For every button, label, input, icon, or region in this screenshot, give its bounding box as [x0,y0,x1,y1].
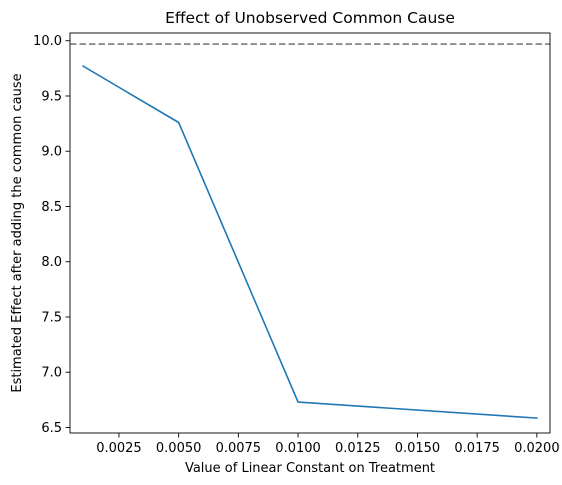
y-tick-label: 9.5 [41,89,62,104]
series-line-0 [82,65,538,419]
plot-frame [69,32,551,434]
x-tick-label: 0.0125 [335,441,381,456]
y-tick-label: 10.0 [33,34,62,49]
y-tick-label: 7.5 [41,310,62,325]
plot-area: 0.0025 0.0050 0.0075 0.0100 0.0125 0.0150 0.01… [33,32,560,456]
x-axis-label: Value of Linear Constant on Treatment [185,461,435,476]
x-tick-label: 0.0150 [395,441,441,456]
y-tick-label: 7.0 [41,366,62,381]
x-tick-label: 0.0175 [454,441,500,456]
x-tick-label: 0.0025 [96,441,142,456]
y-tick-label: 8.5 [41,200,62,215]
x-tick-label: 0.0100 [275,441,321,456]
chart-title: Effect of Unobserved Common Cause [165,9,455,27]
x-tick-label: 0.0050 [156,441,202,456]
y-tick-label: 8.0 [41,255,62,270]
y-axis-label: Estimated Effect after adding the common… [10,73,25,392]
y-tick-label: 6.5 [41,421,62,436]
x-tick-label: 0.0200 [514,441,560,456]
x-tick-label: 0.0075 [216,441,262,456]
y-tick-label: 9.0 [41,145,62,160]
